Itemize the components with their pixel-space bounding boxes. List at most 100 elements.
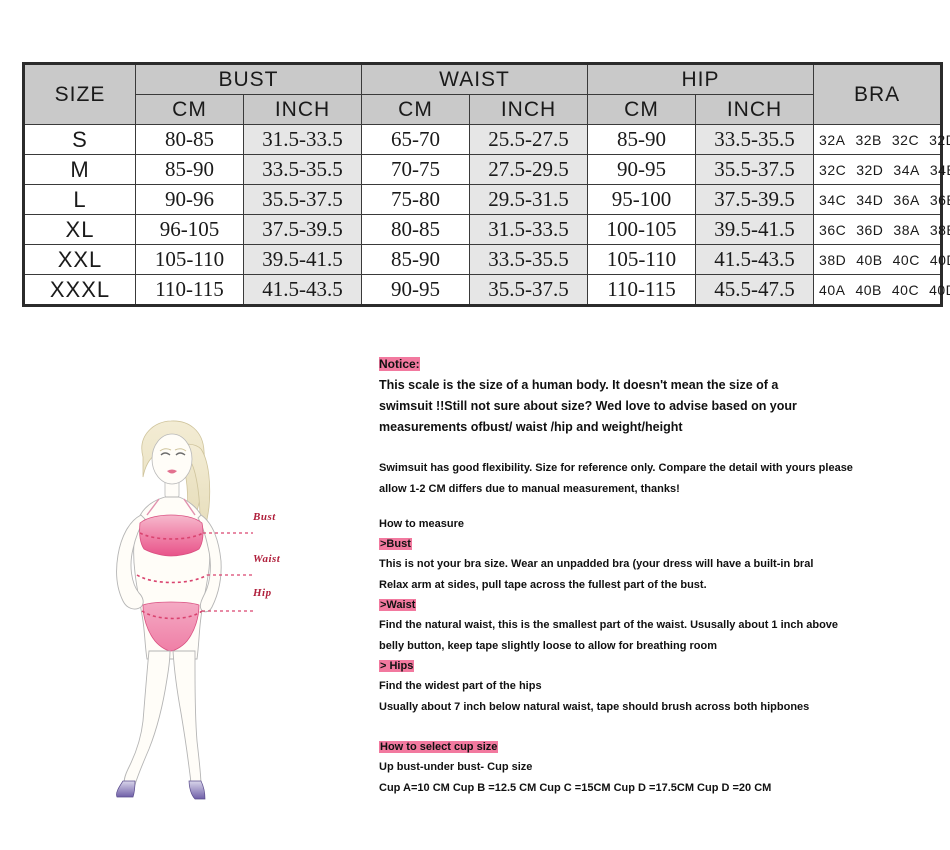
bra-size: 40D bbox=[929, 281, 950, 298]
cell-size: S bbox=[23, 124, 136, 155]
bra-size: 34C bbox=[819, 191, 847, 208]
bra-size: 32C bbox=[819, 161, 847, 178]
notice-title-row: Notice: bbox=[379, 356, 935, 373]
cell-waist-cm: 75-80 bbox=[361, 184, 471, 215]
column-header-size: SIZE bbox=[23, 63, 136, 125]
eyebrow-left bbox=[159, 448, 172, 452]
size-chart-table: SIZE BUST WAIST HIP BRA CM INCH CM INCH … bbox=[22, 62, 950, 307]
bust-heading-row: >Bust bbox=[379, 535, 935, 554]
bra-size: 40D bbox=[929, 251, 950, 268]
waist-heading: >Waist bbox=[379, 599, 417, 611]
arm-left bbox=[116, 514, 146, 610]
cell-hip-cm: 105-110 bbox=[587, 244, 697, 275]
table-body: S 80-85 31.5-33.5 65-70 25.5-27.5 85-90 33.5-3… bbox=[23, 124, 950, 306]
hips-heading: > Hips bbox=[379, 660, 415, 672]
hips-line-2: Usually about 7 inch below natural waist… bbox=[379, 701, 810, 713]
cell-size: XL bbox=[23, 214, 136, 245]
cell-bust-cm: 85-90 bbox=[135, 154, 244, 185]
measure-label-waist: Waist bbox=[253, 553, 281, 565]
hips-line-1: Find the widest part of the hips bbox=[379, 680, 542, 692]
cell-bust-cm: 80-85 bbox=[135, 124, 244, 155]
cell-waist-inch: 27.5-29.5 bbox=[469, 154, 589, 185]
bra-size: 36C bbox=[819, 221, 847, 238]
cell-bust-inch: 39.5-41.5 bbox=[242, 244, 363, 275]
cell-hip-cm: 100-105 bbox=[587, 214, 697, 245]
bra-strap-right bbox=[183, 498, 196, 516]
bra-size: 36B bbox=[929, 191, 950, 208]
bra-size: 38D bbox=[819, 251, 847, 268]
column-header-hip-cm: CM bbox=[587, 94, 697, 125]
table-row: XXL 105-110 39.5-41.5 85-90 33.5-35.5 105-110… bbox=[23, 244, 950, 275]
cell-waist-inch: 33.5-35.5 bbox=[469, 244, 589, 275]
bra-size: 32B bbox=[855, 131, 882, 148]
leg-left bbox=[123, 650, 171, 786]
body-measurement-illustration: Bust Waist Hip bbox=[85, 415, 315, 805]
table-row: M 85-90 33.5-35.5 70-75 27.5-29.5 90-95 35.5-3… bbox=[23, 154, 950, 185]
cell-bra: 32C 32D 34A 34B bbox=[813, 154, 950, 185]
arm-right bbox=[197, 514, 222, 613]
cell-bra: 34C 34D 36A 36B bbox=[813, 184, 950, 215]
table-row: L 90-96 35.5-37.5 75-80 29.5-31.5 95-100 37.5-… bbox=[23, 184, 950, 215]
column-header-bust-inch: INCH bbox=[242, 94, 363, 125]
lips bbox=[167, 469, 177, 474]
face bbox=[151, 433, 193, 485]
shoe-left bbox=[116, 780, 136, 798]
cell-bust-inch: 37.5-39.5 bbox=[242, 214, 363, 245]
cup-size-heading-row: How to select cup size bbox=[379, 738, 935, 757]
notice-intro-line-2: swimsuit !!Still not sure about size? We… bbox=[379, 399, 797, 413]
notice-instructions-panel: Notice: This scale is the size of a huma… bbox=[379, 356, 935, 799]
cell-bust-cm: 105-110 bbox=[135, 244, 244, 275]
cell-waist-cm: 85-90 bbox=[361, 244, 471, 275]
cup-line-2: Cup A=10 CM Cup B =12.5 CM Cup C =15CM C… bbox=[379, 782, 772, 794]
flexibility-line-2: allow 1-2 CM differs due to manual measu… bbox=[379, 483, 680, 495]
bra-size: 34D bbox=[856, 191, 884, 208]
cell-bust-cm: 96-105 bbox=[135, 214, 244, 245]
cell-waist-cm: 70-75 bbox=[361, 154, 471, 185]
column-header-hip: HIP bbox=[587, 63, 815, 95]
bra-size: 32C bbox=[891, 131, 920, 148]
header-row-units: CM INCH CM INCH CM INCH bbox=[24, 94, 942, 125]
waist-measure-line bbox=[136, 574, 208, 584]
female-figure-drawing bbox=[116, 420, 253, 800]
cup-line-1: Up bust-under bust- Cup size bbox=[379, 761, 533, 773]
bust-measure-line bbox=[139, 532, 204, 540]
size-chart-table-container: SIZE BUST WAIST HIP BRA CM INCH CM INCH … bbox=[22, 62, 950, 307]
cell-hip-cm: 90-95 bbox=[587, 154, 697, 185]
how-to-measure-heading: How to measure bbox=[379, 518, 464, 530]
eye-left bbox=[160, 452, 171, 456]
bra-size: 36A bbox=[893, 191, 920, 208]
bust-line-1: This is not your bra size. Wear an unpad… bbox=[379, 558, 814, 570]
hip-measure-line bbox=[141, 610, 203, 620]
bra-size: 34B bbox=[929, 161, 950, 178]
cell-hip-cm: 110-115 bbox=[587, 274, 697, 306]
cell-bra: 38D 40B 40C 40D bbox=[813, 244, 950, 275]
waist-line-1: Find the natural waist, this is the smal… bbox=[379, 619, 839, 631]
column-header-hip-inch: INCH bbox=[695, 94, 815, 125]
column-header-waist-cm: CM bbox=[361, 94, 471, 125]
cell-waist-inch: 31.5-33.5 bbox=[469, 214, 589, 245]
bikini-top bbox=[139, 514, 204, 557]
cell-waist-cm: 90-95 bbox=[361, 274, 471, 306]
waist-line-2: belly button, keep tape slightly loose t… bbox=[379, 640, 717, 652]
cell-hip-inch: 35.5-37.5 bbox=[695, 154, 815, 185]
hips-heading-row: > Hips bbox=[379, 657, 935, 676]
notice-title: Notice: bbox=[379, 357, 420, 371]
bra-size: 38A bbox=[893, 221, 920, 238]
spacer bbox=[379, 718, 935, 738]
cell-size: XXL bbox=[23, 244, 136, 275]
shoe-right bbox=[188, 780, 206, 800]
notice-intro-line-3: measurements ofbust/ waist /hip and weig… bbox=[379, 420, 683, 434]
cell-size: M bbox=[23, 154, 136, 185]
cell-size: XXXL bbox=[23, 274, 136, 306]
table-row: S 80-85 31.5-33.5 65-70 25.5-27.5 85-90 33.5-3… bbox=[23, 124, 950, 155]
cell-bust-cm: 90-96 bbox=[135, 184, 244, 215]
cup-size-heading: How to select cup size bbox=[379, 741, 499, 753]
cell-size: L bbox=[23, 184, 136, 215]
cell-hip-inch: 41.5-43.5 bbox=[695, 244, 815, 275]
cell-bust-cm: 110-115 bbox=[135, 274, 244, 306]
cell-bust-inch: 35.5-37.5 bbox=[242, 184, 363, 215]
bra-size: 40B bbox=[855, 281, 882, 298]
cell-waist-cm: 80-85 bbox=[361, 214, 471, 245]
cell-bra: 32A 32B 32C 32D bbox=[813, 124, 950, 155]
bust-line-2: Relax arm at sides, pull tape across the… bbox=[379, 579, 707, 591]
